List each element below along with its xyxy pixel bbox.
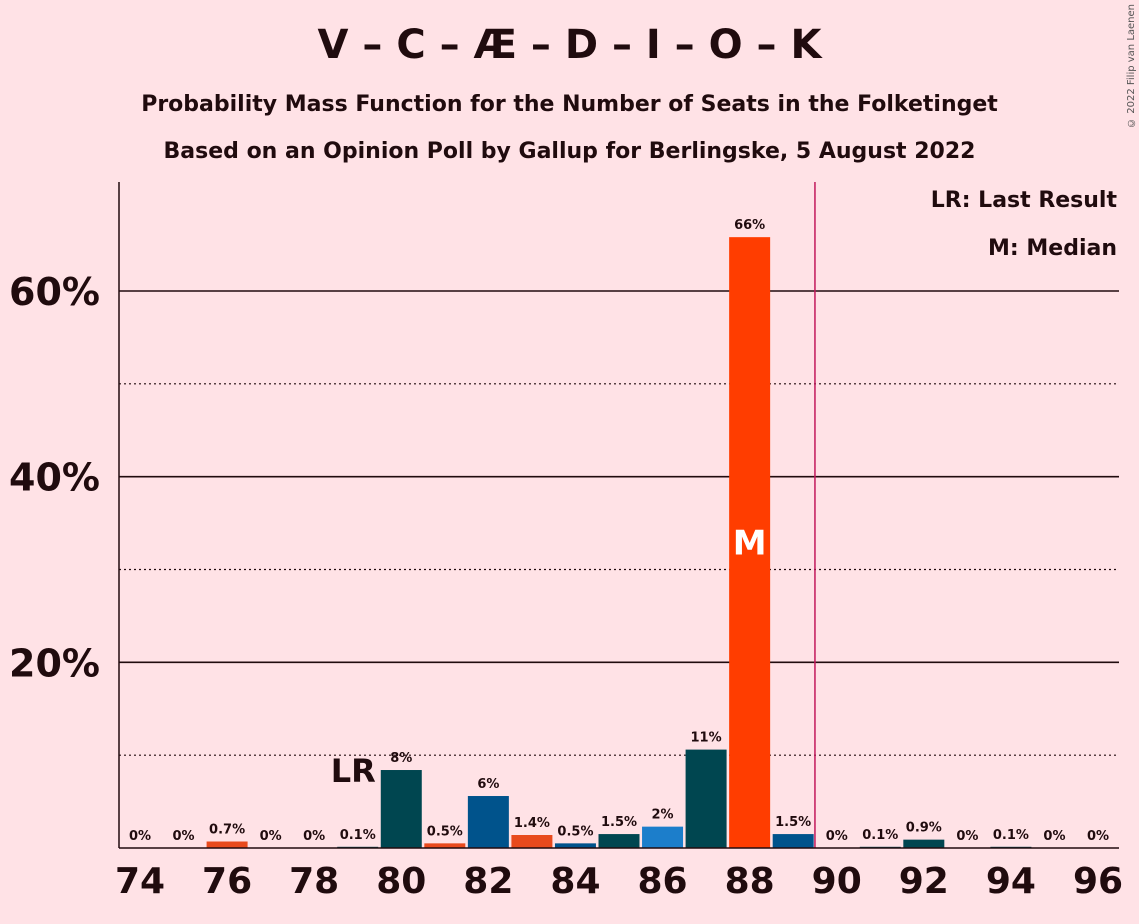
bar-value-label: 0%: [173, 829, 195, 844]
bar-seat-84: [554, 843, 596, 848]
chart-title: V – C – Æ – D – I – O – K: [317, 22, 822, 68]
bar-seat-88: [729, 237, 771, 848]
bar-seat-82: [467, 796, 509, 848]
bar-value-label: 0%: [1087, 829, 1109, 844]
bar-value-label: 0%: [129, 829, 151, 844]
bar-seat-92: [903, 839, 945, 848]
bar-seat-86: [642, 826, 684, 848]
bar-value-label: 1.4%: [514, 816, 550, 831]
bar-value-label: 0.5%: [557, 824, 593, 839]
y-tick-label: 60%: [9, 270, 100, 314]
median-marker: M: [733, 524, 767, 564]
last-result-marker: LR: [331, 752, 376, 790]
bar-seat-80: [380, 770, 422, 848]
bar-value-label: 0%: [826, 829, 848, 844]
x-tick-label: 80: [376, 861, 426, 902]
bar-value-label: 0.9%: [906, 821, 942, 836]
bar-value-label: 0.1%: [862, 828, 898, 843]
bar-seat-85: [598, 834, 640, 848]
bar-value-label: 8%: [390, 751, 412, 766]
x-tick-label: 96: [1073, 861, 1123, 902]
bar-value-label: 0.5%: [427, 824, 463, 839]
x-tick-label: 88: [725, 861, 775, 902]
x-tick-label: 90: [812, 861, 862, 902]
bar-value-label: 66%: [734, 218, 765, 233]
bar-seat-83: [511, 835, 553, 848]
bar-value-label: 0%: [260, 829, 282, 844]
x-tick-label: 74: [115, 861, 165, 902]
legend-median: M: Median: [988, 236, 1117, 261]
y-tick-label: 40%: [9, 456, 100, 500]
bar-value-label: 0.1%: [993, 828, 1029, 843]
chart-source: Based on an Opinion Poll by Gallup for B…: [163, 139, 976, 164]
x-tick-label: 92: [899, 861, 949, 902]
bar-value-label: 0%: [303, 829, 325, 844]
bar-seat-87: [685, 749, 727, 848]
bar-value-label: 1.5%: [775, 815, 811, 830]
bar-seat-76: [206, 841, 248, 848]
x-tick-label: 86: [637, 861, 687, 902]
bar-seat-81: [424, 843, 466, 848]
bar-value-label: 0.1%: [340, 828, 376, 843]
bar-seat-89: [772, 834, 814, 848]
bar-value-label: 0%: [1043, 829, 1065, 844]
bar-value-label: 0.7%: [209, 823, 245, 838]
bar-value-label: 0%: [956, 829, 978, 844]
bar-value-label: 1.5%: [601, 815, 637, 830]
x-tick-label: 84: [550, 861, 600, 902]
legend-last-result: LR: Last Result: [930, 188, 1117, 213]
x-tick-label: 76: [202, 861, 252, 902]
bar-value-label: 2%: [652, 808, 674, 823]
chart-subtitle: Probability Mass Function for the Number…: [141, 92, 998, 117]
x-tick-label: 78: [289, 861, 339, 902]
bar-value-label: 11%: [691, 731, 722, 746]
bar-value-label: 6%: [477, 777, 499, 792]
y-tick-label: 20%: [9, 641, 100, 685]
x-tick-label: 82: [463, 861, 513, 902]
x-tick-label: 94: [986, 861, 1036, 902]
